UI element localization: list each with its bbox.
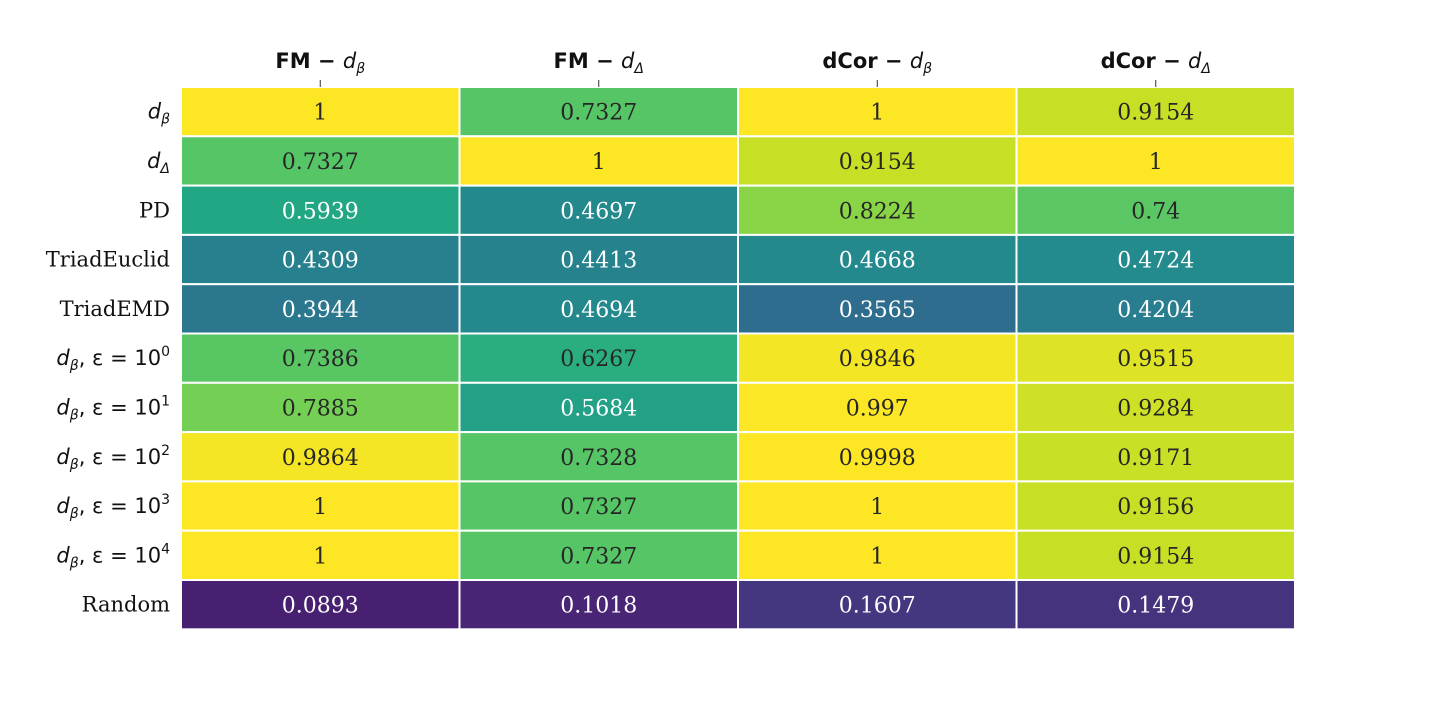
row-label: dβ, ε = 103 (56, 492, 170, 522)
heatmap-cell (180, 529, 461, 582)
cell-value-label: 0.4668 (839, 249, 916, 274)
cell-value-label: 1 (592, 150, 606, 175)
heatmap-cell (737, 381, 1018, 434)
cell-value-label: 0.1018 (560, 594, 637, 619)
cell-value-label: 0.0893 (282, 594, 359, 619)
cell-value-label: 0.9154 (839, 150, 916, 175)
cell-value-label: 0.9864 (282, 446, 359, 471)
cell-value-label: 0.9156 (1117, 495, 1194, 520)
cell-value-label: 1 (870, 495, 884, 520)
cell-value-label: 0.7327 (560, 544, 637, 569)
column-header-label: dCor − dβ (822, 49, 932, 77)
cell-value-label: 1 (313, 495, 327, 520)
heatmap-cell (180, 579, 461, 631)
heatmap-cell (180, 431, 461, 483)
heatmap-cell (1015, 283, 1296, 335)
cell-value-label: 0.7386 (282, 347, 359, 372)
cell-value-label: 0.9154 (1117, 544, 1194, 569)
cell-value-label: 0.9998 (839, 446, 916, 471)
heatmap-cell (1015, 579, 1296, 631)
cell-value-label: 0.7327 (560, 495, 637, 520)
heatmap-cell (458, 233, 739, 286)
cell-value-label: 1 (1149, 150, 1163, 175)
heatmap-cell (1015, 135, 1296, 187)
heatmap-cell (737, 431, 1018, 483)
row-label: dβ, ε = 101 (56, 393, 170, 423)
row-label: PD (139, 198, 170, 222)
heatmap-cell (458, 86, 739, 138)
heatmap-cell (737, 529, 1018, 582)
cell-value-label: 0.8224 (839, 199, 916, 224)
cell-value-label: 0.7327 (282, 150, 359, 175)
cell-value-label: 0.3565 (839, 298, 916, 323)
heatmap-cell (458, 184, 739, 236)
heatmap-cell (458, 135, 739, 187)
cell-value-label: 0.5684 (560, 396, 637, 421)
heatmap-cell (180, 332, 461, 384)
row-label: TriadEuclid (46, 248, 170, 272)
heatmap-cell (1015, 332, 1296, 384)
cell-value-label: 1 (313, 544, 327, 569)
cell-value-label: 0.5939 (282, 199, 359, 224)
cell-value-label: 0.7885 (282, 396, 359, 421)
cell-value-label: 0.997 (846, 396, 909, 421)
cell-value-label: 0.6267 (560, 347, 637, 372)
cell-value-label: 0.9515 (1117, 347, 1194, 372)
cell-value-label: 0.4697 (560, 199, 637, 224)
heatmap-cell (1015, 233, 1296, 286)
cell-value-label: 0.4204 (1117, 298, 1194, 323)
cell-value-label: 0.4724 (1117, 249, 1194, 274)
cell-value-label: 1 (313, 101, 327, 126)
cell-value-label: 0.3944 (282, 298, 359, 323)
cell-value-label: 0.4309 (282, 249, 359, 274)
heatmap-cell (458, 579, 739, 631)
column-header-label: dCor − dΔ (1101, 49, 1211, 77)
cell-value-label: 0.4694 (560, 298, 637, 323)
heatmap-cell (737, 283, 1018, 335)
heatmap-cell (1015, 529, 1296, 582)
cell-value-label: 0.1479 (1117, 594, 1194, 619)
cell-value-label: 0.9154 (1117, 101, 1194, 126)
heatmap-cell (458, 283, 739, 335)
cell-value-label: 0.9284 (1117, 396, 1194, 421)
row-label: dβ (148, 100, 170, 128)
heatmap-cell (458, 332, 739, 384)
heatmap-cell (1015, 480, 1296, 532)
cell-value-label: 1 (870, 101, 884, 126)
cell-value-label: 0.9846 (839, 347, 916, 372)
cell-value-label: 0.7328 (560, 446, 637, 471)
heatmap-cell (180, 86, 461, 138)
cell-value-label: 0.74 (1131, 199, 1180, 224)
cell-value-label: 0.7327 (560, 101, 637, 126)
heatmap-cell (737, 579, 1018, 631)
heatmap-cell (1015, 381, 1296, 434)
cell-value-label: 0.9171 (1117, 446, 1194, 471)
cell-value-label: 0.1607 (839, 594, 916, 619)
heatmap-cell (1015, 86, 1296, 138)
column-header-label: FM − dΔ (554, 49, 644, 77)
row-label: TriadEMD (60, 297, 170, 321)
row-label: Random (82, 593, 170, 617)
row-label: dΔ (147, 149, 170, 177)
row-label: dβ, ε = 104 (56, 541, 170, 571)
row-label: dβ, ε = 102 (56, 443, 170, 473)
heatmap-cell (737, 332, 1018, 384)
heatmap-cell (1015, 184, 1296, 236)
heatmap-cell (180, 283, 461, 335)
row-label: dβ, ε = 100 (56, 344, 170, 374)
column-header-label: FM − dβ (275, 49, 365, 77)
cell-value-label: 1 (870, 544, 884, 569)
cell-value-label: 0.4413 (560, 249, 637, 274)
